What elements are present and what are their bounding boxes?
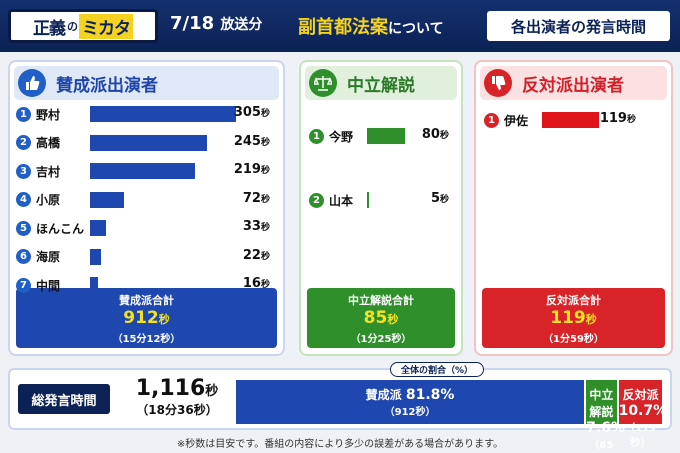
member-name: 野村 [36, 107, 61, 122]
con-panel: 反対派出演者 反対派合計 119秒 （1分59秒） 1 伊佐 119秒 [474, 60, 673, 356]
pro-subtotal-paren: （15分12秒） [112, 334, 181, 345]
scales-icon [309, 69, 337, 97]
con-panel-header: 反対派出演者 [480, 66, 667, 100]
con-member-row: 1 伊佐 [484, 110, 528, 130]
con-subtotal: 反対派合計 119秒 （1分59秒） [482, 288, 665, 348]
seconds-label: 305秒 [233, 105, 270, 120]
pro-time-bar [90, 277, 98, 293]
neutral-panel: 中立解説 中立解説合計 85秒 （1分25秒） 1 今野 80秒 2 山本 5秒 [299, 60, 463, 356]
member-name: 小原 [36, 193, 61, 207]
pro-panel-title: 賛成派出演者 [56, 75, 158, 96]
topic-value: 副首都法案 [298, 17, 388, 38]
seconds-label: 72秒 [242, 190, 270, 206]
pro-time-bar [90, 191, 125, 208]
con-panel-title: 反対派出演者 [522, 75, 624, 96]
seconds-label: 219秒 [233, 162, 270, 177]
member-name: 今野 [329, 129, 354, 144]
total-paren: （18分36秒） [136, 403, 218, 417]
share-title: 全体の割合（%） [390, 362, 485, 377]
pro-member-row: 7 中間 [16, 275, 60, 295]
thumbs-down-icon [484, 69, 512, 97]
topic-title: 副首都法案について [298, 13, 444, 39]
total-label: 総発言時間 [18, 384, 110, 414]
rank-badge: 5 [16, 220, 31, 236]
header-banner: 正義 の ミカタ 7/18 放送分 副首都法案について 各出演者の発言時間 [0, 0, 680, 52]
rank-badge: 1 [16, 106, 31, 122]
share-segment: 中立解説 7.6%（85秒） [586, 380, 625, 451]
broadcast-date: 7/18 放送分 [170, 13, 262, 34]
neutral-member-row: 1 今野 [309, 126, 353, 146]
pro-member-row: 4 小原 [16, 190, 60, 210]
logo-text-3: ミカタ [79, 13, 133, 39]
member-name: 中間 [36, 278, 61, 293]
con-subtotal-value: 119秒 [550, 308, 597, 328]
neutral-subtotal-value: 85秒 [363, 308, 399, 328]
pro-time-bar [90, 106, 236, 122]
pro-subtotal-value: 912秒 [123, 308, 170, 328]
pro-subtotal: 賛成派合計 912秒 （15分12秒） [16, 288, 277, 348]
seconds-label: 119秒 [599, 111, 636, 126]
program-logo: 正義 の ミカタ [8, 9, 158, 43]
rank-badge: 2 [16, 135, 31, 150]
seconds-label: 245秒 [233, 133, 270, 149]
logo-text-2: の [67, 20, 78, 33]
seconds-label: 80秒 [421, 127, 449, 142]
pro-member-row: 3 吉村 [16, 161, 60, 181]
member-name: 高橋 [36, 136, 61, 150]
rank-badge: 7 [16, 277, 31, 293]
pro-time-bar [90, 248, 101, 265]
member-name: 海原 [36, 250, 61, 264]
rank-badge: 3 [16, 163, 31, 179]
pro-member-row: 5 ほんこん [16, 218, 84, 238]
total-value: 1,116秒 （18分36秒） [122, 376, 232, 418]
rank-badge: 1 [484, 112, 499, 128]
pro-panel: 賛成派出演者 賛成派合計 912秒 （15分12秒） 1 野村 305秒 2 高橋 245… [8, 60, 285, 356]
seconds-label: 16秒 [242, 276, 270, 291]
member-name: 吉村 [36, 164, 61, 179]
total-section: 総発言時間 1,116秒 （18分36秒） 全体の割合（%） 賛成派 81.8%… [8, 362, 672, 451]
pro-time-bar [90, 134, 208, 151]
seconds-label: 5秒 [430, 191, 449, 206]
subject-box: 各出演者の発言時間 [487, 11, 670, 41]
member-name: 伊佐 [504, 113, 529, 128]
pro-subtotal-label: 賛成派合計 [119, 294, 174, 307]
neutral-member-row: 2 山本 [309, 190, 353, 210]
thumbs-up-icon [18, 69, 46, 97]
neutral-time-bar [367, 192, 370, 208]
date-suffix: 放送分 [220, 17, 263, 33]
pro-member-row: 2 高橋 [16, 133, 60, 153]
rank-badge: 1 [309, 128, 324, 144]
pro-panel-header: 賛成派出演者 [14, 66, 279, 100]
neutral-time-bar [367, 128, 406, 144]
pro-time-bar [90, 163, 195, 179]
pro-time-bar [90, 220, 106, 236]
member-name: 山本 [329, 193, 354, 208]
pro-member-row: 1 野村 [16, 104, 60, 124]
seconds-label: 33秒 [242, 219, 270, 234]
rank-badge: 4 [16, 192, 31, 207]
rank-badge: 2 [309, 192, 324, 208]
neutral-panel-header: 中立解説 [305, 66, 457, 100]
logo-text-1: 正義 [33, 18, 66, 39]
share-segment: 反対派 10.7% （119秒） [618, 380, 667, 449]
neutral-subtotal-paren: （1分25秒） [350, 334, 412, 345]
seconds-label: 22秒 [242, 247, 270, 263]
neutral-panel-title: 中立解説 [347, 75, 415, 96]
con-subtotal-label: 反対派合計 [546, 294, 601, 307]
rank-badge: 6 [16, 249, 31, 264]
pro-member-row: 6 海原 [16, 247, 60, 267]
neutral-subtotal-label: 中立解説合計 [348, 294, 414, 307]
con-time-bar [542, 112, 599, 128]
member-name: ほんこん [36, 221, 85, 236]
neutral-subtotal: 中立解説合計 85秒 （1分25秒） [307, 288, 455, 348]
topic-suffix: について [388, 21, 444, 37]
con-subtotal-paren: （1分59秒） [543, 334, 604, 345]
footnote: ※秒数は目安です。番組の内容により多少の誤差がある場合があります。 [176, 439, 504, 450]
share-segment: 賛成派 81.8% （912秒） [236, 380, 585, 424]
date-value: 7/18 [170, 13, 215, 34]
